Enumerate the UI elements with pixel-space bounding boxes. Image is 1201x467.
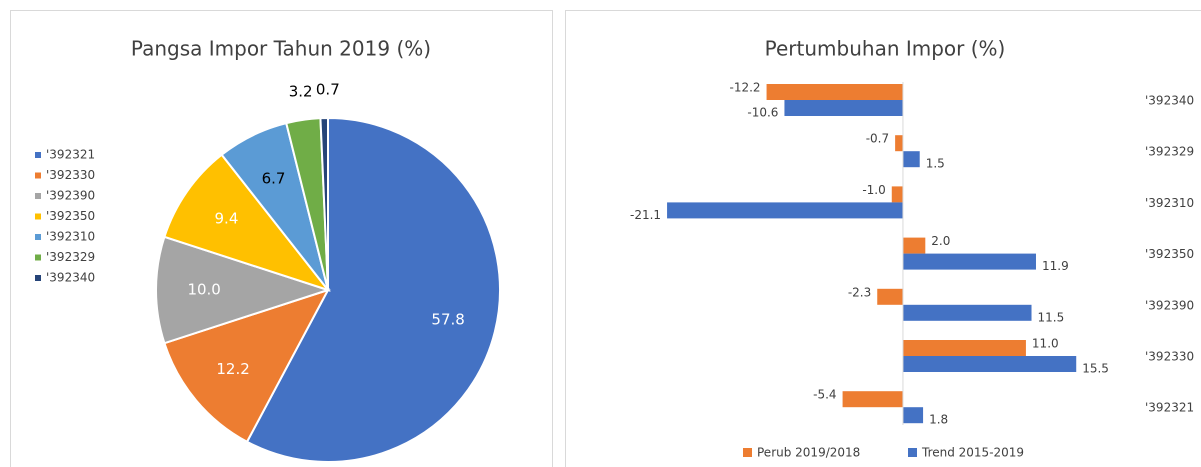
bar	[895, 135, 903, 152]
data-label: 2.0	[931, 234, 950, 248]
legend-swatch	[35, 213, 41, 220]
data-label: 1.8	[929, 413, 948, 427]
bar	[891, 186, 903, 203]
category-label: '392390	[1145, 298, 1194, 312]
data-label: 11.0	[1032, 337, 1059, 351]
data-label: 11.9	[1042, 259, 1069, 273]
chart-title: Pertumbuhan Impor (%)	[765, 37, 1006, 61]
data-label: 15.5	[1082, 362, 1109, 376]
legend-label: '392390	[46, 189, 95, 203]
category-label: '392329	[1145, 145, 1194, 159]
data-label: 0.7	[316, 81, 340, 99]
legend-swatch	[35, 254, 41, 261]
legend-label: '392329	[46, 250, 95, 264]
legend-label: Perub 2019/2018	[757, 446, 860, 460]
pie-slice	[245, 116, 501, 463]
data-label: 57.8	[431, 311, 464, 329]
bar	[902, 151, 920, 168]
bar	[784, 100, 903, 116]
data-label: 12.2	[216, 360, 249, 378]
legend-label: '392340	[46, 271, 95, 285]
data-label: 3.2	[289, 82, 313, 100]
bar	[667, 202, 903, 219]
chart-title: Pangsa Impor Tahun 2019 (%)	[131, 37, 431, 61]
bar	[902, 237, 926, 254]
data-label: -2.3	[848, 285, 871, 299]
legend-swatch	[743, 448, 752, 457]
bar	[766, 84, 903, 100]
data-label: -21.1	[630, 208, 661, 222]
bar	[902, 304, 1032, 321]
legend-swatch	[35, 234, 41, 240]
bar	[902, 253, 1036, 270]
category-label: '392321	[1145, 401, 1194, 415]
data-label: 10.0	[187, 281, 220, 299]
bar	[902, 407, 924, 424]
legend-label: '392310	[46, 230, 95, 244]
legend-swatch	[35, 193, 41, 199]
category-label: '392350	[1145, 247, 1194, 261]
pie-slice	[163, 153, 331, 292]
pie-slice	[319, 116, 329, 291]
data-label: -12.2	[729, 81, 760, 95]
data-label: -10.6	[747, 106, 778, 120]
data-label: 9.4	[215, 210, 239, 228]
category-label: '392330	[1145, 350, 1194, 364]
category-label: '392340	[1145, 94, 1194, 108]
legend-swatch	[35, 275, 41, 281]
pie-slice	[155, 235, 332, 345]
legend-label: '392330	[46, 168, 95, 182]
legend-label: Trend 2015-2019	[921, 446, 1024, 460]
pie-slice	[163, 288, 331, 444]
legend-label: '392321	[46, 148, 95, 162]
legend-swatch	[908, 448, 917, 457]
data-label: -5.4	[813, 388, 836, 402]
bar	[842, 391, 903, 408]
bar	[902, 340, 1026, 356]
data-label: 1.5	[926, 157, 945, 171]
legend-label: '392350	[46, 209, 95, 223]
bar	[877, 288, 903, 305]
data-label: 11.5	[1038, 310, 1065, 324]
data-label: 6.7	[262, 169, 286, 187]
category-label: '392310	[1145, 196, 1194, 210]
data-label: -0.7	[866, 132, 889, 146]
legend-swatch	[35, 152, 41, 158]
legend-swatch	[35, 172, 41, 179]
bar	[902, 356, 1077, 372]
data-label: -1.0	[862, 183, 885, 197]
